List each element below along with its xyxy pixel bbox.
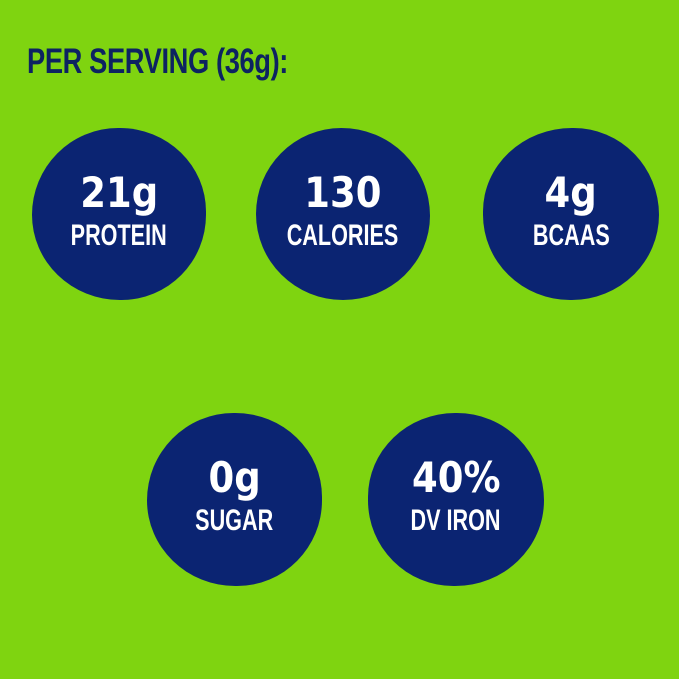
- stat-circle-calories: 130 CALORIES: [256, 128, 430, 300]
- bcaas-value: 4g: [544, 167, 598, 217]
- protein-label: PROTEIN: [70, 218, 168, 252]
- sugar-label: SUGAR: [195, 504, 274, 537]
- calories-label: CALORIES: [287, 218, 399, 252]
- stat-circle-dv-iron: 40% DV IRON: [368, 413, 544, 586]
- sugar-value: 0g: [208, 453, 261, 502]
- dv-iron-value: 40%: [411, 453, 501, 502]
- calories-value: 130: [304, 167, 382, 217]
- protein-value: 21g: [80, 167, 158, 217]
- bcaas-label: BCAAS: [532, 218, 610, 252]
- dv-iron-label: DV IRON: [410, 504, 501, 537]
- stat-circle-protein: 21g PROTEIN: [32, 128, 206, 300]
- stat-circle-sugar: 0g SUGAR: [147, 413, 322, 586]
- per-serving-heading: PER SERVING (36g):: [27, 42, 288, 81]
- stat-circle-bcaas: 4g BCAAS: [483, 128, 659, 300]
